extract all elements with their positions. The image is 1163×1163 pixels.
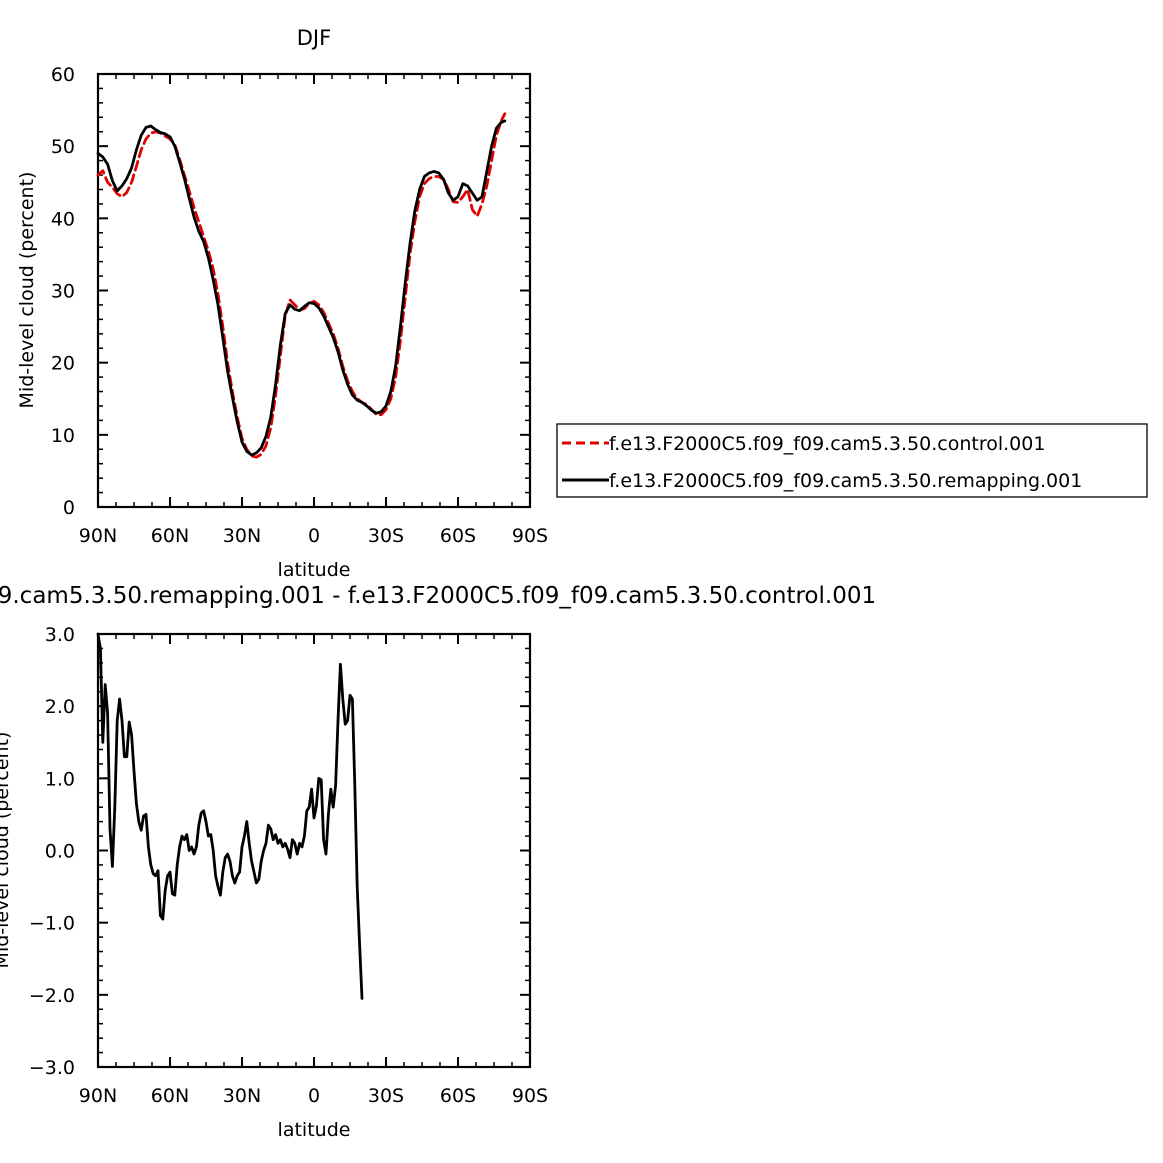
y-tick-label: 0 [63, 497, 75, 519]
chart-top-series [96, 112, 507, 459]
y-tick-label: 40 [51, 208, 75, 230]
y-tick-label: −2.0 [29, 985, 75, 1007]
y-tick-label: 2.0 [45, 696, 75, 718]
x-tick-label: 30N [223, 525, 261, 547]
x-tick-label: 30S [368, 525, 404, 547]
x-tick-label: 90S [512, 1085, 548, 1107]
chart-bottom-title: f.e13.F2000C5.f09_f09.cam5.3.50.remappin… [0, 583, 876, 609]
chart-bottom-tick-labels: 90N 60N 30N 0 30S 60S 90S −3.0 −2.0 −1.0 0.0 1.0 2.0… [29, 624, 548, 1107]
y-tick-label: 20 [51, 353, 75, 375]
chart-top-tick-labels: 90N 60N 30N 0 30S 60S 90S 0 10 20 30 40 50 60 [51, 64, 548, 547]
x-tick-label: 0 [308, 525, 320, 547]
x-tick-label: 90N [79, 1085, 117, 1107]
series-line-difference [96, 632, 364, 1000]
chart-bottom-frame [96, 632, 532, 1069]
y-tick-label: 3.0 [45, 624, 75, 646]
x-tick-label: 0 [308, 1085, 320, 1107]
y-tick-label: −1.0 [29, 913, 75, 935]
y-tick-label: −3.0 [29, 1057, 75, 1079]
y-tick-label: 60 [51, 64, 75, 86]
y-tick-label: 30 [51, 281, 75, 303]
x-tick-label: 30S [368, 1085, 404, 1107]
x-tick-label: 90N [79, 525, 117, 547]
legend-label-control: f.e13.F2000C5.f09_f09.cam5.3.50.control.… [609, 433, 1045, 455]
legend-label-remapping: f.e13.F2000C5.f09_f09.cam5.3.50.remappin… [609, 470, 1082, 492]
series-line-remapping [96, 119, 507, 457]
x-tick-label: 60N [151, 525, 189, 547]
chart-top-xlabel: latitude [278, 559, 351, 581]
chart-bottom-ticks [97, 633, 531, 1068]
x-tick-label: 60S [440, 1085, 476, 1107]
y-tick-label: 1.0 [45, 768, 75, 790]
x-tick-label: 30N [223, 1085, 261, 1107]
chart-bottom: f.e13.F2000C5.f09_f09.cam5.3.50.remappin… [0, 583, 876, 1141]
y-tick-label: 0.0 [45, 841, 75, 863]
chart-bottom-xlabel: latitude [278, 1119, 351, 1141]
chart-top: DJF 90N 60N 30N 0 30S 60S 90S 0 10 20 30 40 50 60 lat… [16, 26, 548, 581]
x-tick-label: 60N [151, 1085, 189, 1107]
legend: f.e13.F2000C5.f09_f09.cam5.3.50.control.… [556, 423, 1148, 498]
y-tick-label: 10 [51, 425, 75, 447]
chart-top-title: DJF [297, 26, 331, 50]
chart-top-ticks [97, 73, 531, 508]
chart-bottom-series [96, 632, 364, 1000]
legend-box [556, 423, 1148, 498]
x-tick-label: 60S [440, 525, 476, 547]
chart-bottom-ylabel: Mid-level cloud (percent) [0, 732, 13, 969]
x-tick-label: 90S [512, 525, 548, 547]
y-tick-label: 50 [51, 136, 75, 158]
chart-top-ylabel: Mid-level cloud (percent) [16, 172, 38, 409]
chart-top-frame [96, 72, 532, 509]
series-line-control [96, 112, 507, 459]
